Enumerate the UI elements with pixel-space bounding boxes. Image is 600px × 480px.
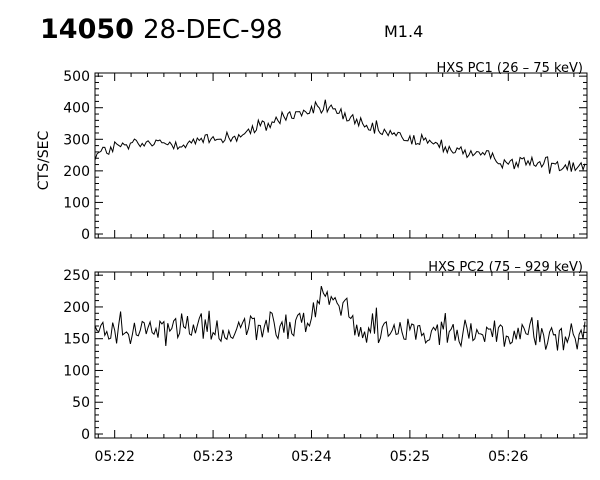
plot-frame (94, 72, 588, 239)
y-tick-label: 500 (63, 69, 90, 85)
y-tick-label: 100 (63, 363, 90, 379)
panel-title: HXS PC1 (26 – 75 keV) (437, 61, 583, 76)
event-date: 28-DEC-98 (143, 15, 283, 45)
x-tick-label: 05:26 (488, 449, 528, 465)
plot-header: 14050 28-DEC-98 M1.4 (0, 0, 600, 60)
panel-title: HXS PC2 (75 – 929 keV) (428, 260, 583, 275)
y-tick-label: 300 (63, 132, 90, 148)
x-tick-label: 05:22 (95, 449, 135, 465)
series-line (94, 99, 586, 174)
plot-frame (94, 271, 588, 439)
y-tick-label: 250 (63, 268, 90, 284)
x-tick-label: 05:24 (291, 449, 331, 465)
flare-class: M1.4 (384, 22, 424, 41)
series-line (94, 285, 586, 351)
x-tick-label: 05:23 (193, 449, 233, 465)
y-tick-label: 0 (81, 427, 90, 443)
y-tick-label: 200 (63, 164, 90, 180)
y-tick-label: 50 (72, 395, 90, 411)
y-tick-label: 150 (63, 332, 90, 348)
event-id: 14050 (40, 14, 134, 45)
panel-2: 0 50 100 150 200 250 HXS PC2 (75 – 929 keV) 05:… (63, 260, 588, 465)
y-tick-label: 0 (81, 227, 90, 243)
x-tick-label: 05:25 (390, 449, 430, 465)
panel-1: 0 100 200 300 400 500 HXS PC1 (26 – 75 keV) CTS… (36, 61, 588, 243)
y-axis-label: CTS/SEC (36, 131, 52, 191)
y-tick-label: 100 (63, 195, 90, 211)
y-tick-label: 200 (63, 300, 90, 316)
y-tick-label: 400 (63, 101, 90, 117)
